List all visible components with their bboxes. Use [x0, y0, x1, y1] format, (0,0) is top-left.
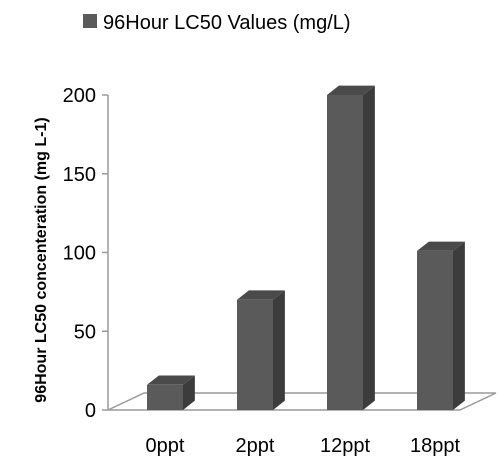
bar-front — [237, 299, 273, 410]
bar-0ppt — [147, 375, 195, 410]
bar-top — [147, 375, 195, 385]
legend-label: 96Hour LC50 Values (mg/L) — [103, 12, 351, 34]
bar-front — [417, 250, 453, 410]
bar-side — [183, 375, 195, 410]
bar-top — [417, 241, 465, 251]
x-tick-label: 0ppt — [146, 435, 185, 457]
y-tick-label: 200 — [63, 85, 96, 107]
bar-18ppt — [417, 241, 465, 410]
bars — [147, 85, 465, 411]
bar-side — [273, 290, 285, 410]
y-tick-label: 150 — [63, 164, 96, 186]
y-tick-label: 100 — [63, 243, 96, 265]
x-tick-label: 18ppt — [410, 435, 460, 457]
x-axis: 0ppt 2ppt 12ppt 18ppt — [146, 435, 461, 457]
x-tick-label: 12ppt — [320, 435, 370, 457]
y-tick-label: 0 — [85, 400, 96, 422]
bar-top — [327, 85, 375, 95]
bar-front — [147, 384, 183, 410]
y-axis: 0 50 100 150 200 — [63, 85, 109, 422]
y-axis-label: 96Hour LC50 concenteration (mg L-1) — [33, 117, 50, 402]
legend-swatch — [83, 14, 97, 28]
x-tick-label: 2ppt — [236, 435, 275, 457]
bar-2ppt — [237, 290, 285, 410]
bar-front — [327, 95, 363, 410]
bar-top — [237, 290, 285, 300]
bar-side — [363, 85, 375, 411]
legend: 96Hour LC50 Values (mg/L) — [83, 12, 351, 34]
bar-12ppt — [327, 85, 375, 411]
y-tick-label: 50 — [74, 321, 96, 343]
bar-side — [453, 241, 465, 410]
